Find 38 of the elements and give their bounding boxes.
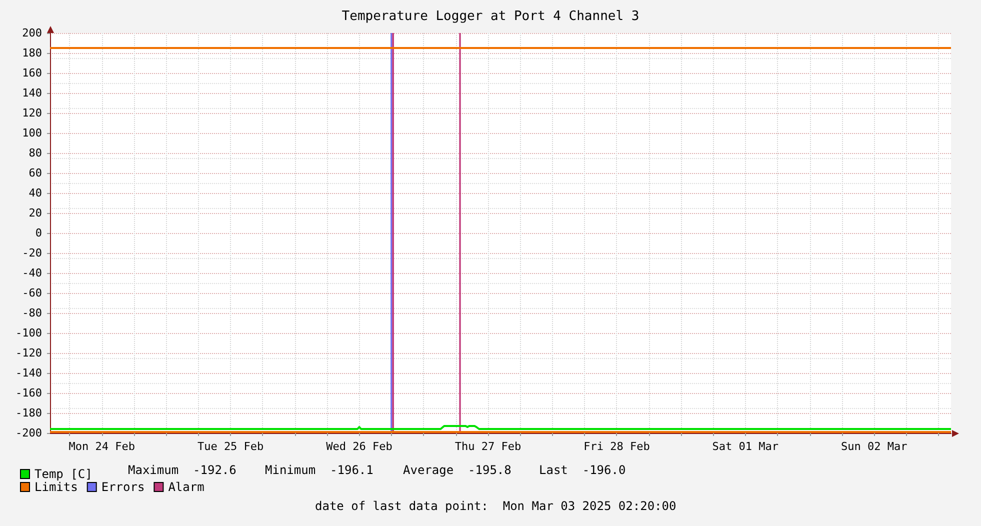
legend-label: Errors <box>101 480 145 494</box>
x-tick-label: Thu 27 Feb <box>454 440 522 453</box>
y-tick-label: -200 <box>16 426 42 440</box>
y-tick-label: 140 <box>22 86 42 100</box>
y-tick-label: 40 <box>28 186 42 200</box>
y-tick-label: 60 <box>28 166 42 180</box>
chart-title: Temperature Logger at Port 4 Channel 3 <box>342 9 640 24</box>
x-tick-label: Tue 25 Feb <box>197 440 264 453</box>
y-tick-label: 180 <box>22 46 42 60</box>
y-tick-label: 0 <box>35 226 42 240</box>
legend-label: Temp [C] <box>34 467 92 481</box>
y-tick-label: -20 <box>22 246 42 260</box>
x-tick-label: Wed 26 Feb <box>326 440 392 453</box>
y-tick-label: 160 <box>22 66 42 80</box>
text: Maximum -192.6 <box>128 463 236 477</box>
y-tick-label: -140 <box>16 366 42 380</box>
y-tick-label: -160 <box>16 386 42 400</box>
legend-label: Limits <box>34 480 78 494</box>
x-tick-label: Fri 28 Feb <box>584 440 650 453</box>
y-tick-label: -40 <box>22 266 42 280</box>
text: Last -196.0 <box>539 463 626 477</box>
y-tick-label: -60 <box>22 286 42 300</box>
text: date of last data point: Mon Mar 03 2025 02:20:00 <box>315 499 676 513</box>
y-tick-label: 100 <box>22 126 42 140</box>
x-tick-label: Mon 24 Feb <box>68 440 135 453</box>
y-tick-label: 80 <box>28 146 42 160</box>
text: Average -195.8 <box>403 463 512 477</box>
y-tick-label: -100 <box>16 326 42 340</box>
y-tick-label: -180 <box>16 406 42 420</box>
x-tick-label: Sat 01 Mar <box>712 440 779 453</box>
y-tick-label: -120 <box>16 346 42 360</box>
y-tick-label: -80 <box>22 306 42 320</box>
text: Minimum -196.1 <box>265 463 374 477</box>
legend-label: Alarm <box>168 480 204 494</box>
y-tick-label: 200 <box>22 26 42 40</box>
x-tick-label: Sun 02 Mar <box>841 440 908 453</box>
y-tick-label: 20 <box>28 206 42 220</box>
y-tick-label: 120 <box>22 106 42 120</box>
